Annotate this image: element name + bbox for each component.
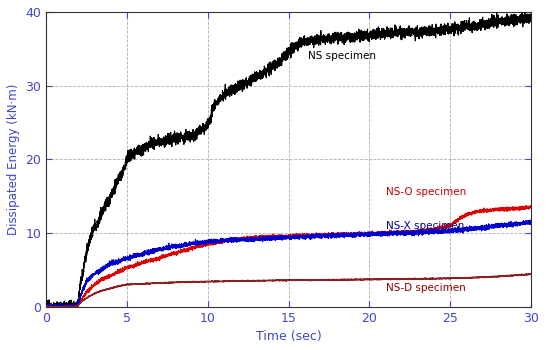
X-axis label: Time (sec): Time (sec) xyxy=(256,330,322,343)
Text: NS-D specimen: NS-D specimen xyxy=(385,283,465,293)
Text: NS specimen: NS specimen xyxy=(308,51,376,61)
Text: NS-O specimen: NS-O specimen xyxy=(385,188,466,197)
Text: NS-X specimen: NS-X specimen xyxy=(385,220,464,231)
Y-axis label: Dissipated Energy (kN·m): Dissipated Energy (kN·m) xyxy=(7,84,20,235)
